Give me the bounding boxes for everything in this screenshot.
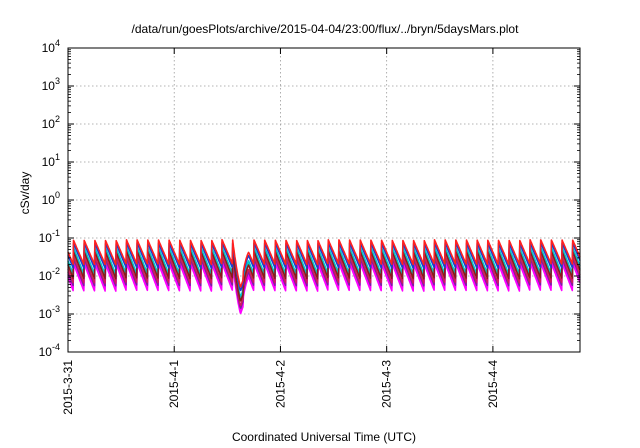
y-tick-label: 10-1: [39, 228, 60, 245]
grid-layer: [68, 48, 580, 352]
y-tick-label: 10-2: [39, 266, 60, 283]
y-axis-label: cSv/day: [18, 172, 32, 215]
plot-frame: [67, 47, 581, 353]
x-tick-label: 2015-4-2: [273, 360, 287, 408]
x-tick-label: 2015-4-3: [380, 360, 394, 408]
series-line-5: [67, 246, 581, 298]
series-line-2: [67, 257, 581, 309]
series-line-8: [67, 238, 581, 288]
y-tick-label: 102: [42, 114, 60, 131]
series-line-3: [67, 254, 581, 307]
series-layer: [67, 238, 581, 315]
y-tick-label: 10-4: [39, 342, 60, 359]
x-tick-label: 2015-3-31: [61, 360, 75, 415]
series-line-0: [67, 262, 581, 315]
x-tick-label: 2015-4-4: [486, 360, 500, 408]
chart-title: /data/run/goesPlots/archive/2015-04-04/2…: [132, 22, 520, 36]
x-axis-label: Coordinated Universal Time (UTC): [232, 430, 416, 444]
y-tick-label: 104: [42, 38, 60, 55]
series-line-6: [67, 250, 581, 302]
y-tick-label: 103: [42, 76, 60, 93]
series-line-1: [67, 260, 581, 312]
x-tick-label: 2015-4-1: [167, 360, 181, 408]
axis-layer: 10-4 10-3 10-2 10-1 100 101 102 103 104 2015-3-31…: [39, 38, 581, 415]
y-tick-label: 100: [42, 190, 60, 207]
series-line-7: [67, 242, 581, 292]
y-tick-label: 10-3: [39, 304, 60, 321]
y-tick-label: 101: [42, 152, 60, 169]
